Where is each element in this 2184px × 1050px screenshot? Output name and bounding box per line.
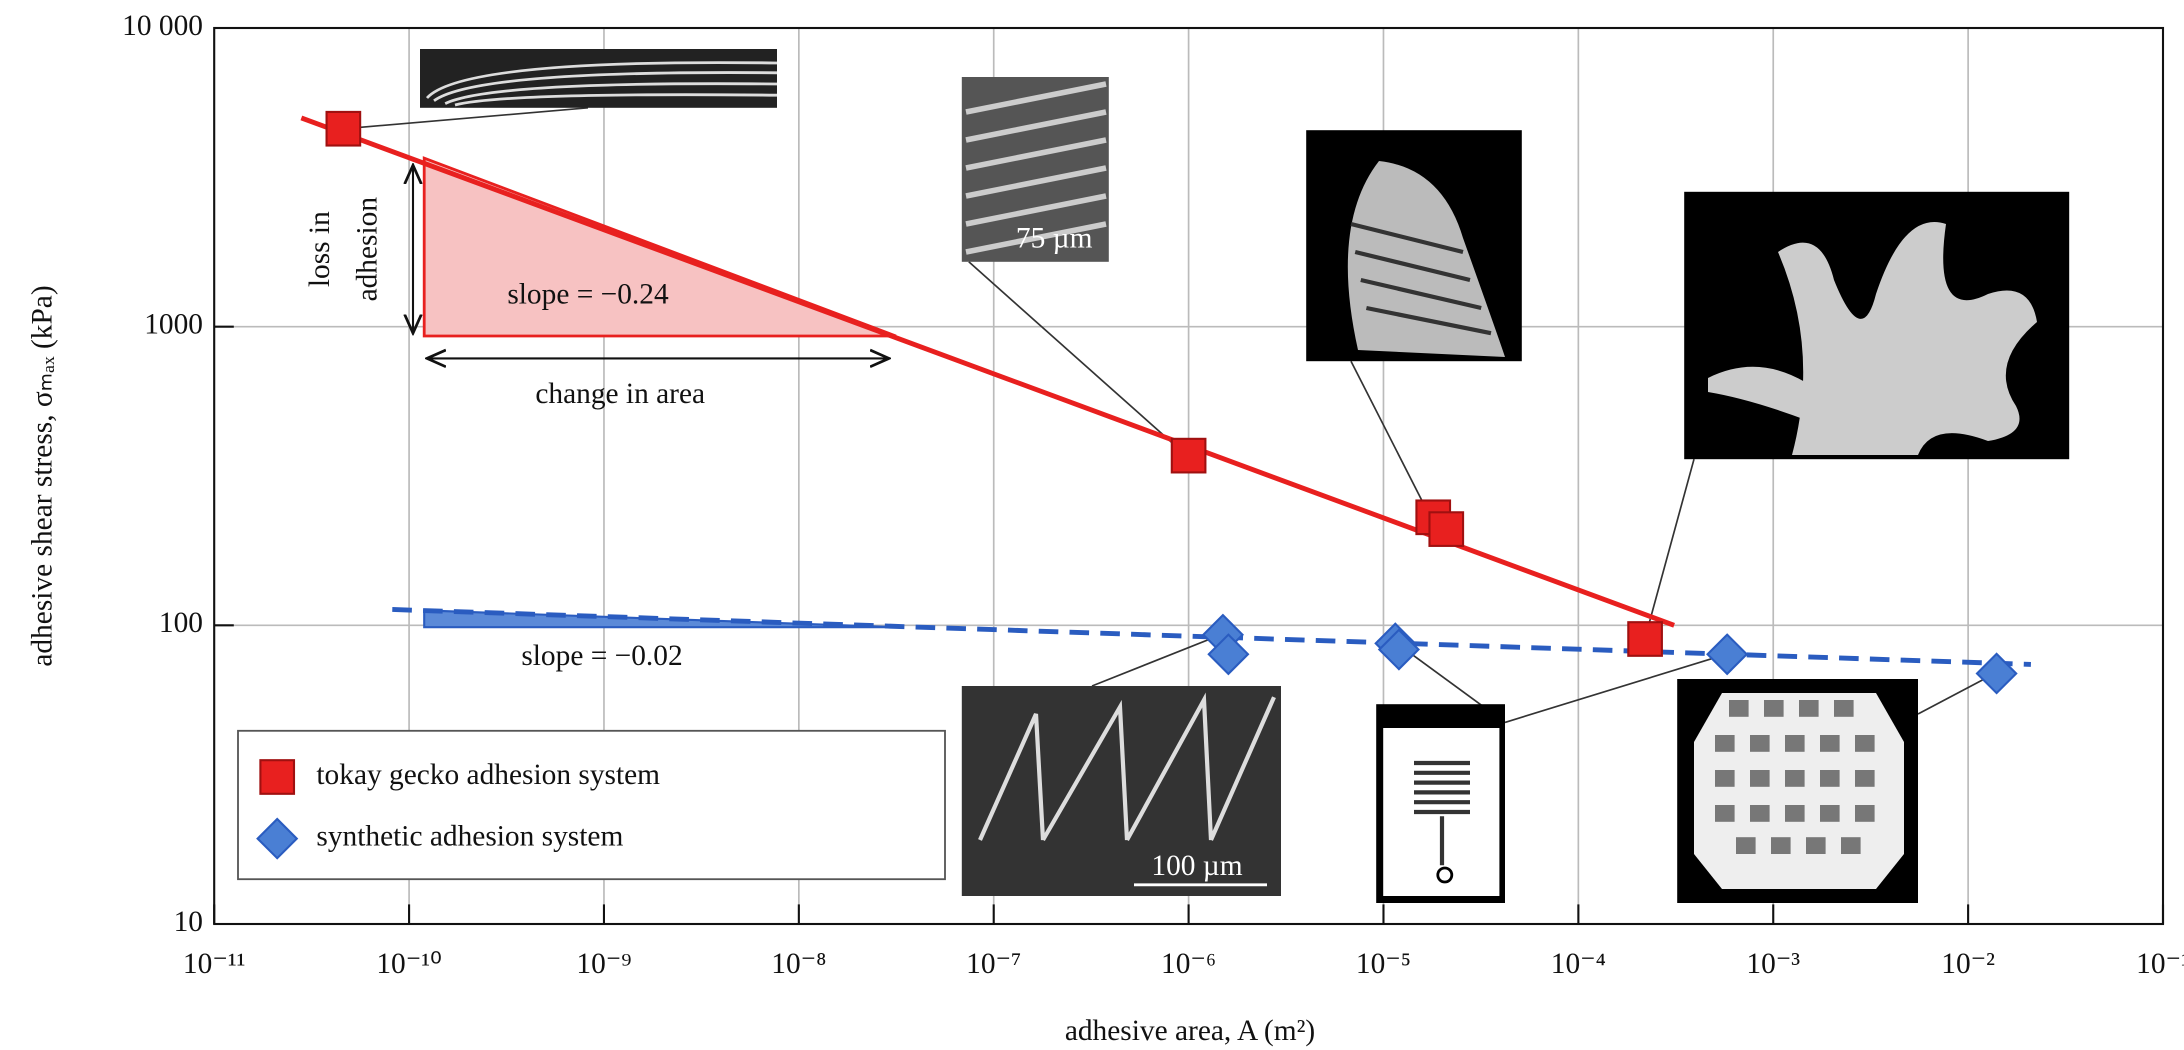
point	[1628, 622, 1662, 656]
x-tick-label: 10⁻⁷	[966, 948, 1021, 980]
image-scale-label: 100 µm	[1151, 850, 1242, 882]
legend-label: tokay gecko adhesion system	[316, 759, 660, 791]
annotation: slope = −0.24	[507, 279, 669, 311]
x-tick-label: 10⁻⁵	[1356, 948, 1411, 980]
legend-label: synthetic adhesion system	[316, 820, 623, 852]
y-tick-label: 10	[174, 906, 203, 938]
x-axis-title: adhesive area, A (m²)	[1065, 1015, 1315, 1047]
image-scale-label: 75 µm	[1016, 223, 1093, 255]
point	[1172, 439, 1206, 473]
point	[327, 112, 361, 146]
x-tick-label: 10⁻⁴	[1551, 948, 1606, 980]
x-tick-label: 10⁻³	[1746, 948, 1800, 980]
chart: 10⁻¹¹ 10⁻¹⁰ 10⁻⁹ 10⁻⁸ 10⁻⁷ 10⁻⁶ 10⁻⁵ 10⁻⁴ 10⁻³ 10…	[0, 0, 2184, 1050]
y-tick-label: 1000	[144, 308, 203, 340]
point	[1977, 654, 2016, 693]
x-tick-label: 10⁻¹¹	[183, 948, 246, 980]
x-tick-label: 10⁻⁸	[771, 948, 826, 980]
x-tick-label: 10⁻¹⁰	[376, 948, 442, 980]
y-tick-label: 100	[159, 607, 203, 639]
annotation: change in area	[535, 378, 705, 410]
point	[1708, 635, 1747, 674]
point	[1429, 512, 1463, 546]
x-tick-label: 10⁻¹	[2136, 948, 2184, 980]
legend-swatch	[260, 760, 294, 794]
x-tick-label: 10⁻²	[1941, 948, 1995, 980]
y-axis-title: adhesive shear stress, σₘₐₓ (kPa)	[27, 285, 59, 666]
y-tick-label: 10 000	[122, 10, 203, 42]
legend-box	[238, 731, 945, 879]
annotation: slope = −0.02	[521, 640, 682, 672]
x-tick-label: 10⁻⁶	[1161, 948, 1216, 980]
annotation: loss in	[304, 211, 336, 287]
x-tick-label: 10⁻⁹	[576, 948, 631, 980]
page: 10⁻¹¹ 10⁻¹⁰ 10⁻⁹ 10⁻⁸ 10⁻⁷ 10⁻⁶ 10⁻⁵ 10⁻⁴ 10⁻³ 10…	[0, 0, 2184, 1050]
annotation: adhesion	[351, 197, 383, 302]
